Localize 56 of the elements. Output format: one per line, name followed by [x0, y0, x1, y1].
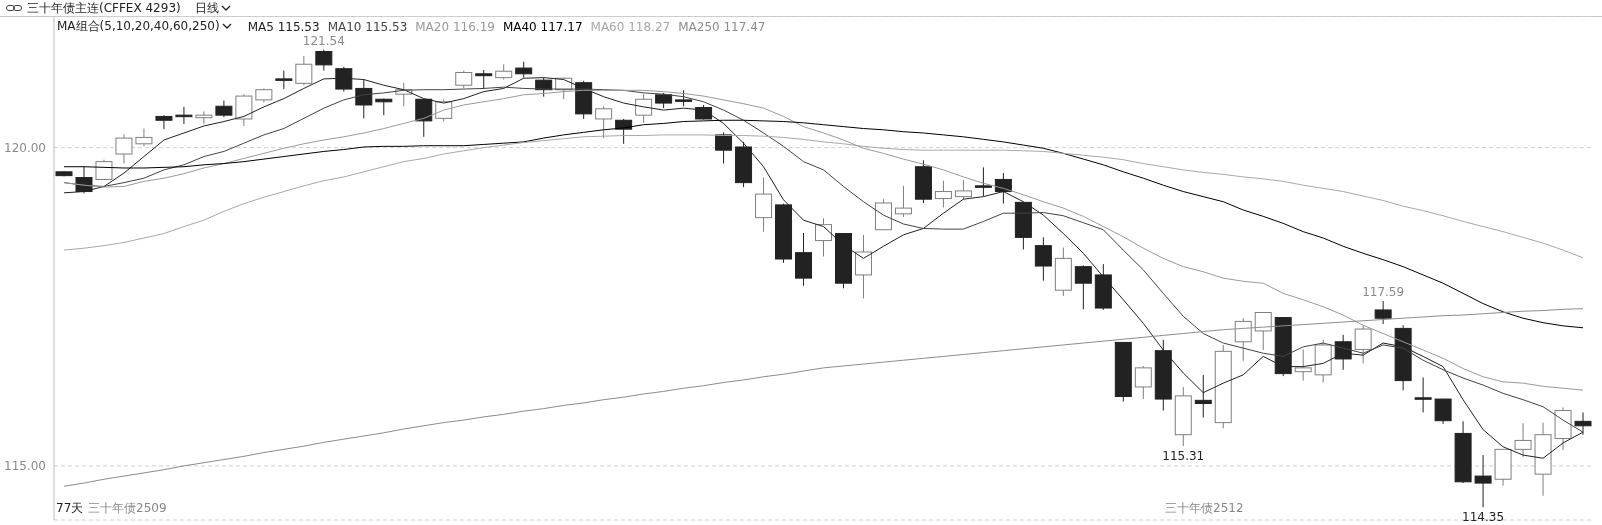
- text: MA60 118.27: [590, 19, 671, 34]
- candlestick: [1414, 376, 1432, 413]
- candlestick: [974, 166, 992, 197]
- candlestick: [1334, 334, 1352, 371]
- legend-label: MA5 115.53: [247, 19, 320, 34]
- candlestick: [1254, 311, 1272, 351]
- candlestick: [1514, 422, 1532, 458]
- candlestick: [635, 93, 653, 124]
- candlestick: [95, 159, 113, 180]
- candlestick: [1294, 348, 1312, 382]
- annotation: 三十年债2512: [1165, 500, 1244, 517]
- candlestick: [954, 179, 972, 201]
- candlestick: [275, 70, 293, 90]
- candlestick: [1434, 398, 1452, 425]
- candlestick: [595, 105, 613, 139]
- annotation: 三十年债2509: [88, 500, 167, 517]
- candlestick: [135, 128, 153, 147]
- text: MA20 116.19: [415, 19, 495, 34]
- candlestick: [894, 185, 912, 218]
- line-series: [63, 308, 1584, 487]
- line-series: [63, 119, 1584, 329]
- candlestick: [1354, 324, 1372, 364]
- candlestick: [195, 110, 213, 125]
- candlestick: [235, 93, 253, 127]
- candlestick: [475, 69, 493, 90]
- annotation: 115.31: [1161, 449, 1206, 464]
- y-tick-label: 115.00: [4, 459, 46, 474]
- candlestick: [155, 114, 173, 130]
- candlestick: [1034, 236, 1052, 282]
- candlestick: [1074, 264, 1092, 310]
- line-series: [63, 134, 1584, 259]
- candlestick: [295, 55, 313, 86]
- candlestick: [315, 49, 333, 72]
- annotation: 121.54: [301, 33, 346, 48]
- candlestick: [755, 177, 773, 233]
- text: MA250 117.47: [678, 19, 766, 34]
- candlestick: [1194, 374, 1212, 419]
- candlestick: [1134, 365, 1152, 400]
- chart-subtitle: 日线: [194, 0, 219, 17]
- chart-title: 三十年债主连(CFFEX 4293): [27, 0, 181, 17]
- y-tick-label: 120.00: [4, 140, 46, 155]
- text: MA40 117.17: [502, 19, 583, 34]
- annotation: 114.35: [1461, 510, 1506, 525]
- candlestick: [415, 98, 433, 138]
- annotation: 77天: [56, 500, 84, 517]
- candlestick: [854, 234, 872, 299]
- annotation: 117.59: [1361, 285, 1406, 300]
- candlestick: [815, 217, 833, 257]
- candlestick: [934, 180, 952, 208]
- candlestick: [1374, 300, 1392, 325]
- text: MA10 115.53: [327, 19, 408, 34]
- candlestick: [115, 133, 133, 165]
- candlestick: [1234, 317, 1252, 362]
- legend-title: MA组合(5,10,20,40,60,250): [57, 18, 220, 35]
- candlestick: [715, 131, 733, 165]
- candlestick: [1474, 454, 1492, 508]
